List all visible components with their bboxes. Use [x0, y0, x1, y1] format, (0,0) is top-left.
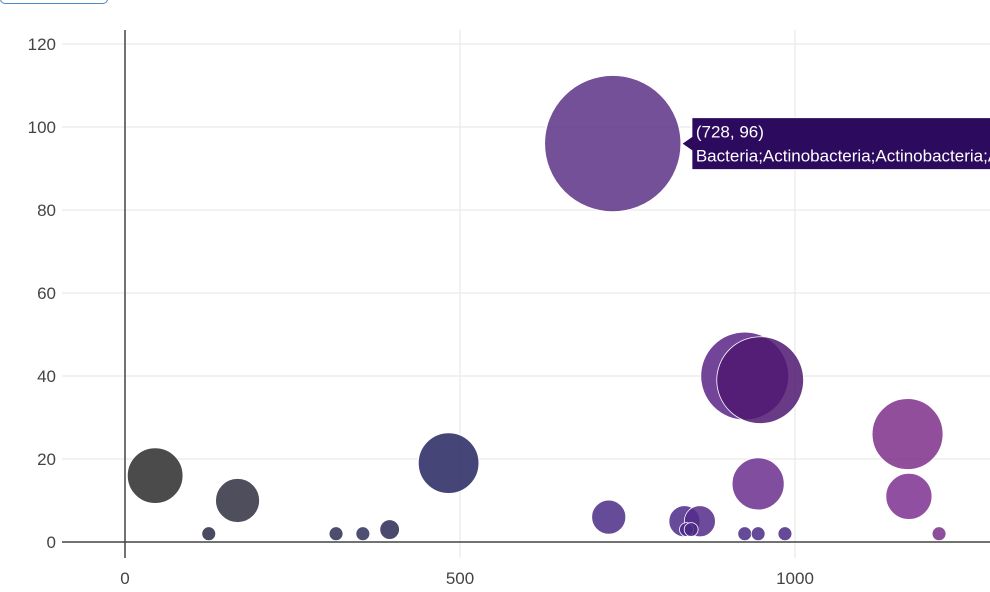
bubble[interactable] [737, 526, 753, 542]
bubble[interactable] [417, 432, 480, 494]
bubble[interactable] [126, 447, 184, 504]
x-tick-label: 1000 [776, 569, 814, 588]
grid-lines [62, 30, 990, 558]
bubble[interactable] [931, 526, 947, 542]
bubble[interactable] [328, 526, 344, 542]
y-axis-tick-labels: 0 20 40 60 80 100 120 [28, 35, 56, 552]
y-tick-label: 80 [37, 201, 56, 220]
bubble[interactable] [871, 398, 944, 470]
y-tick-label: 60 [37, 284, 56, 303]
bubble[interactable] [683, 522, 699, 537]
y-tick-label: 120 [28, 35, 56, 54]
hover-tooltip: (728, 96) Bacteria;Actinobacteria;Actino… [680, 117, 990, 171]
bubble[interactable] [215, 478, 260, 523]
bubble[interactable] [716, 336, 804, 424]
bubble[interactable] [885, 472, 933, 520]
bubble-layer [126, 75, 947, 542]
x-tick-label: 0 [120, 569, 129, 588]
bubble[interactable] [379, 519, 400, 540]
bubble-hovered[interactable] [544, 75, 682, 213]
hover-label-text: Bacteria;Actinobacteria;Actinobacteria;A… [696, 147, 990, 166]
y-tick-label: 0 [47, 533, 56, 552]
x-tick-label: 500 [446, 569, 474, 588]
y-tick-label: 20 [37, 450, 56, 469]
bubble[interactable] [355, 526, 371, 542]
hover-coord-text: (728, 96) [696, 123, 764, 142]
hover-tooltip-box [680, 117, 990, 171]
y-tick-label: 40 [37, 367, 56, 386]
bubble[interactable] [591, 499, 627, 535]
bubble[interactable] [750, 526, 766, 542]
bubble[interactable] [777, 526, 793, 542]
x-axis-tick-labels: 05001000150020002500 [120, 569, 814, 588]
y-tick-label: 100 [28, 118, 56, 137]
bubble[interactable] [201, 526, 217, 542]
bubble[interactable] [731, 457, 785, 511]
